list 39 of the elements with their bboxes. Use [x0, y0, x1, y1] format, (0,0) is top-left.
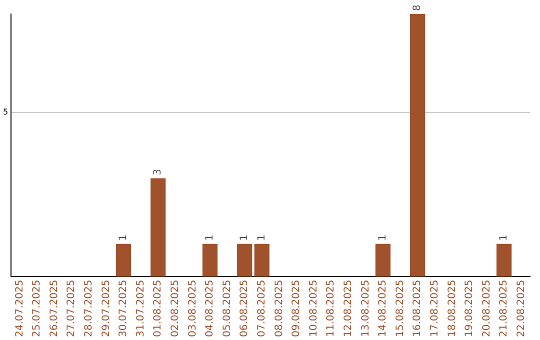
x-tick-label: 26.07.2025 — [48, 280, 60, 338]
x-tick-label: 12.08.2025 — [342, 280, 354, 338]
x-tick-label: 22.08.2025 — [516, 280, 527, 338]
x-tick-label: 11.08.2025 — [326, 280, 337, 338]
data-label: 1 — [378, 234, 389, 241]
data-label: 3 — [152, 168, 164, 176]
x-tick-label: 30.07.2025 — [118, 280, 130, 338]
x-tick-label: 10.08.2025 — [308, 280, 320, 338]
x-tick-label: 16.08.2025 — [412, 280, 424, 338]
data-label: 1 — [204, 234, 216, 241]
data-label: 1 — [239, 234, 250, 241]
x-tick-label: 08.08.2025 — [274, 280, 285, 338]
data-label: 1 — [256, 234, 268, 241]
x-tick-label: 05.08.2025 — [222, 280, 233, 338]
x-tick-label: 13.08.2025 — [360, 280, 372, 338]
x-tick-label: 29.07.2025 — [100, 280, 112, 338]
x-tick-label: 14.08.2025 — [378, 280, 389, 338]
x-tick-label: 21.08.2025 — [498, 280, 510, 338]
x-tick-label: 17.08.2025 — [429, 280, 440, 338]
x-tick-label: 18.08.2025 — [446, 280, 458, 338]
x-tick-label: 02.08.2025 — [170, 280, 182, 338]
data-label: 1 — [498, 234, 510, 241]
x-tick-label: 27.07.2025 — [66, 280, 78, 338]
x-tick-label: 03.08.2025 — [187, 280, 198, 338]
y-tick-label: 5 — [2, 108, 8, 117]
data-label: 1 — [118, 234, 130, 241]
x-tick-label: 01.08.2025 — [152, 280, 164, 338]
x-tick-label: 07.08.2025 — [256, 280, 268, 338]
x-tick-label: 04.08.2025 — [204, 280, 216, 338]
data-label: 8 — [412, 4, 424, 11]
x-tick-label: 06.08.2025 — [239, 280, 250, 338]
x-tick-label: 31.07.2025 — [135, 280, 146, 338]
x-tick-label: 24.07.2025 — [14, 280, 26, 338]
x-tick-label: 20.08.2025 — [481, 280, 492, 338]
x-tick-label: 19.08.2025 — [464, 280, 476, 338]
x-tick-label: 09.08.2025 — [291, 280, 302, 338]
x-tick-label: 28.07.2025 — [84, 280, 95, 338]
x-tick-label: 15.08.2025 — [394, 280, 406, 338]
x-tick-label: 25.07.2025 — [32, 280, 43, 338]
